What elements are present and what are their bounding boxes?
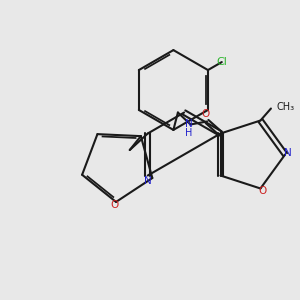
- Text: N: N: [145, 176, 152, 186]
- Text: N: N: [185, 119, 193, 130]
- Text: CH₃: CH₃: [276, 102, 295, 112]
- Text: H: H: [185, 128, 192, 138]
- Text: O: O: [110, 200, 119, 210]
- Text: O: O: [201, 109, 210, 119]
- Text: Cl: Cl: [216, 57, 227, 67]
- Text: N: N: [284, 148, 291, 158]
- Text: O: O: [259, 186, 267, 196]
